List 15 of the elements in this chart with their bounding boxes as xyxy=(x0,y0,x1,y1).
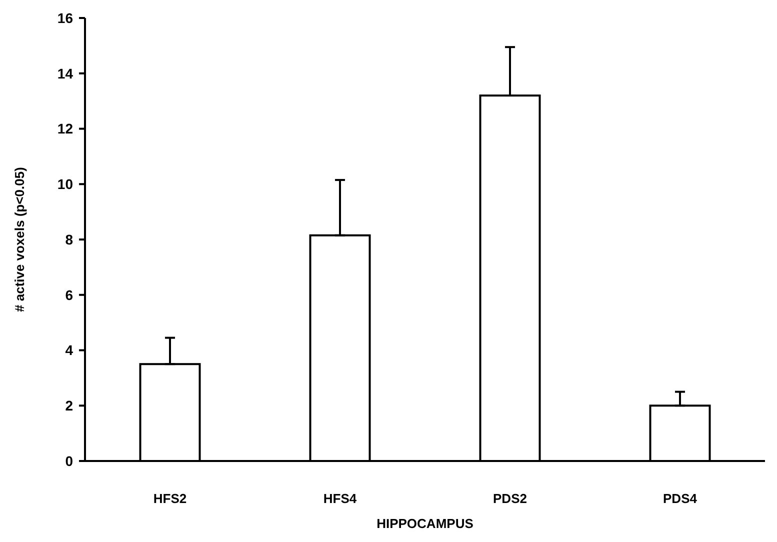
y-tick-label: 12 xyxy=(57,120,74,137)
y-tick-label: 4 xyxy=(65,342,74,358)
x-tick-label: HFS2 xyxy=(153,491,187,506)
y-tick-label: 2 xyxy=(65,398,74,414)
y-tick-label: 16 xyxy=(57,10,74,26)
y-tick-label: 10 xyxy=(57,176,74,192)
x-axis-title: HIPPOCAMPUS xyxy=(376,516,474,531)
y-tick-label: 6 xyxy=(65,286,74,303)
x-tick-label: HFS4 xyxy=(323,491,358,506)
y-tick-label: 14 xyxy=(57,65,74,82)
y-tick-label: 0 xyxy=(65,452,74,469)
y-tick-label: 8 xyxy=(65,231,74,248)
y-axis-title: # active voxels (p<0.05) xyxy=(12,167,27,312)
x-tick-label: PDS2 xyxy=(493,491,527,506)
x-tick-label: PDS4 xyxy=(663,491,698,506)
